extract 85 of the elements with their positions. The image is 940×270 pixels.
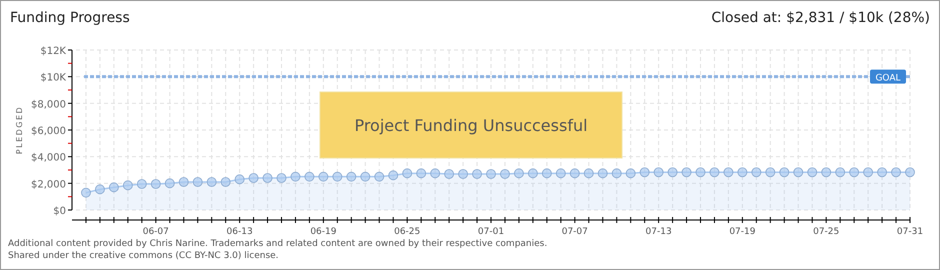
annotation: Project Funding Unsuccessful	[354, 116, 588, 135]
point	[640, 167, 650, 178]
y-tick-label: $4,000	[31, 152, 66, 164]
point	[724, 167, 734, 178]
point	[905, 167, 915, 178]
y-axis-title: PLEDGED	[15, 106, 24, 154]
point	[430, 168, 440, 178]
point	[500, 169, 510, 179]
point	[626, 168, 636, 178]
point	[682, 167, 692, 178]
x-tick-label: 07-07	[562, 227, 588, 237]
point	[877, 167, 887, 178]
x-tick-label: 07-13	[646, 227, 672, 237]
point	[304, 172, 314, 182]
point	[276, 173, 286, 183]
point	[514, 168, 524, 178]
point	[95, 184, 105, 194]
point	[178, 177, 189, 187]
point	[779, 167, 790, 178]
point	[598, 168, 608, 178]
text: Additional content provided by Chris Narine. Trademarks and related content are owned by their respective companies.	[8, 239, 548, 249]
point	[556, 168, 566, 178]
y-tick-label: $0	[53, 206, 66, 217]
point	[290, 172, 300, 182]
point	[891, 167, 901, 178]
point	[122, 180, 133, 190]
point	[458, 169, 468, 179]
notice-box: Project Funding Unsuccessful	[320, 92, 622, 158]
x-tick-label: 07-31	[896, 227, 924, 237]
x-tick-label: 07-25	[813, 227, 840, 237]
x-tick-label: 06-07	[142, 227, 169, 237]
point	[109, 182, 119, 192]
text: Shared under the creative commons (CC BY-NC 3.0) license.	[8, 251, 279, 261]
point	[360, 172, 370, 182]
point	[248, 173, 258, 183]
point	[332, 172, 342, 182]
point	[612, 168, 622, 178]
point	[444, 169, 454, 179]
point	[164, 178, 175, 188]
point	[220, 177, 231, 187]
point	[863, 167, 873, 178]
point	[402, 168, 412, 178]
point	[388, 170, 398, 180]
point	[654, 167, 664, 178]
point	[346, 172, 356, 182]
point	[668, 167, 678, 178]
chart-subtitle: Closed at: $2,831 / $10k (28%)	[711, 10, 930, 26]
x-tick-label: 06-19	[310, 227, 337, 237]
point	[738, 167, 748, 178]
y-tick-label: $8,000	[31, 99, 66, 110]
point	[751, 167, 762, 178]
point	[318, 172, 328, 182]
point	[234, 174, 244, 184]
point	[528, 168, 538, 178]
chart-title: Funding Progress	[10, 10, 130, 26]
x-tick-label: 06-25	[394, 227, 420, 237]
point	[206, 177, 217, 187]
point	[793, 167, 804, 178]
y-tick-label: $2,000	[31, 179, 66, 190]
point	[416, 168, 426, 178]
point	[696, 167, 706, 178]
x-tick-label: 07-01	[478, 227, 504, 237]
point	[821, 167, 832, 178]
y-tick-label: $6,000	[31, 126, 66, 137]
point	[136, 179, 147, 189]
point	[849, 167, 860, 178]
point	[584, 168, 594, 178]
y-tick-label: $12K	[40, 46, 66, 57]
point	[81, 188, 91, 198]
point	[542, 168, 552, 178]
point	[150, 179, 161, 189]
point	[374, 172, 384, 182]
x-tick-label: 07-19	[729, 227, 756, 237]
point	[710, 167, 720, 178]
point	[835, 167, 846, 178]
ref-line-label: GOAL	[875, 74, 901, 84]
point	[486, 169, 496, 179]
point	[262, 173, 272, 183]
x-tick-label: 06-13	[226, 227, 253, 237]
point	[192, 177, 203, 187]
point	[807, 167, 818, 178]
point	[570, 168, 580, 178]
point	[472, 169, 482, 179]
point	[765, 167, 776, 178]
y-tick-label: $10K	[40, 72, 66, 84]
